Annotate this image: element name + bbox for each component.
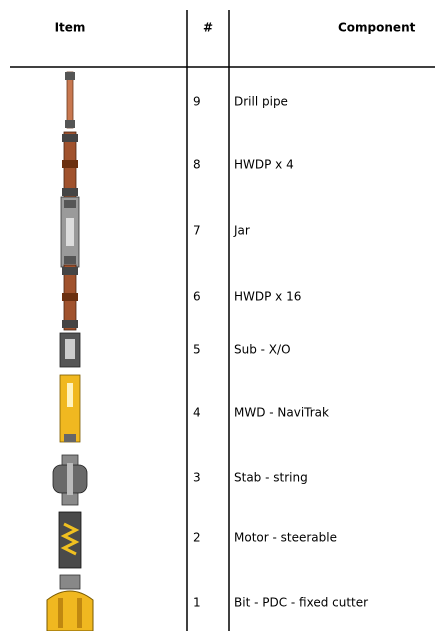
row-component: Stab - string xyxy=(234,471,308,485)
row-number: 6 xyxy=(193,290,201,304)
row-number: 4 xyxy=(193,406,201,420)
row-number: 1 xyxy=(193,596,201,610)
icon-hwdp xyxy=(62,131,78,199)
row-component: Sub - X/O xyxy=(234,343,291,357)
row-number: 8 xyxy=(193,158,201,172)
row-component: Drill pipe xyxy=(234,95,288,109)
row-component: Bit - PDC - fixed cutter xyxy=(234,596,368,610)
row-component: Jar xyxy=(233,224,250,238)
row-number: 7 xyxy=(193,224,201,238)
icon-bit xyxy=(46,574,94,631)
icon-mwd xyxy=(59,374,81,443)
header-item: Item xyxy=(55,21,86,35)
row-component: HWDP x 16 xyxy=(234,290,301,304)
header-number: # xyxy=(203,21,213,35)
icon-drill-pipe xyxy=(65,71,75,129)
icon-jar xyxy=(60,196,80,268)
icon-stabilizer xyxy=(52,454,88,506)
icon-motor xyxy=(58,511,82,569)
icon-sub xyxy=(59,332,81,368)
icon-hwdp xyxy=(62,264,78,331)
row-number: 2 xyxy=(193,531,201,545)
header-component: Component xyxy=(338,21,416,35)
row-component: Motor - steerable xyxy=(234,531,337,545)
table-body: 9 Drill pipe 8 HWDP x 4 7 Jar 6 HWDP x 16 5 Sub -… xyxy=(193,95,368,610)
row-component: MWD - NaviTrak xyxy=(234,406,329,420)
row-number: 9 xyxy=(193,95,201,109)
row-number: 5 xyxy=(193,343,201,357)
row-number: 3 xyxy=(193,471,201,485)
row-component: HWDP x 4 xyxy=(234,158,294,172)
